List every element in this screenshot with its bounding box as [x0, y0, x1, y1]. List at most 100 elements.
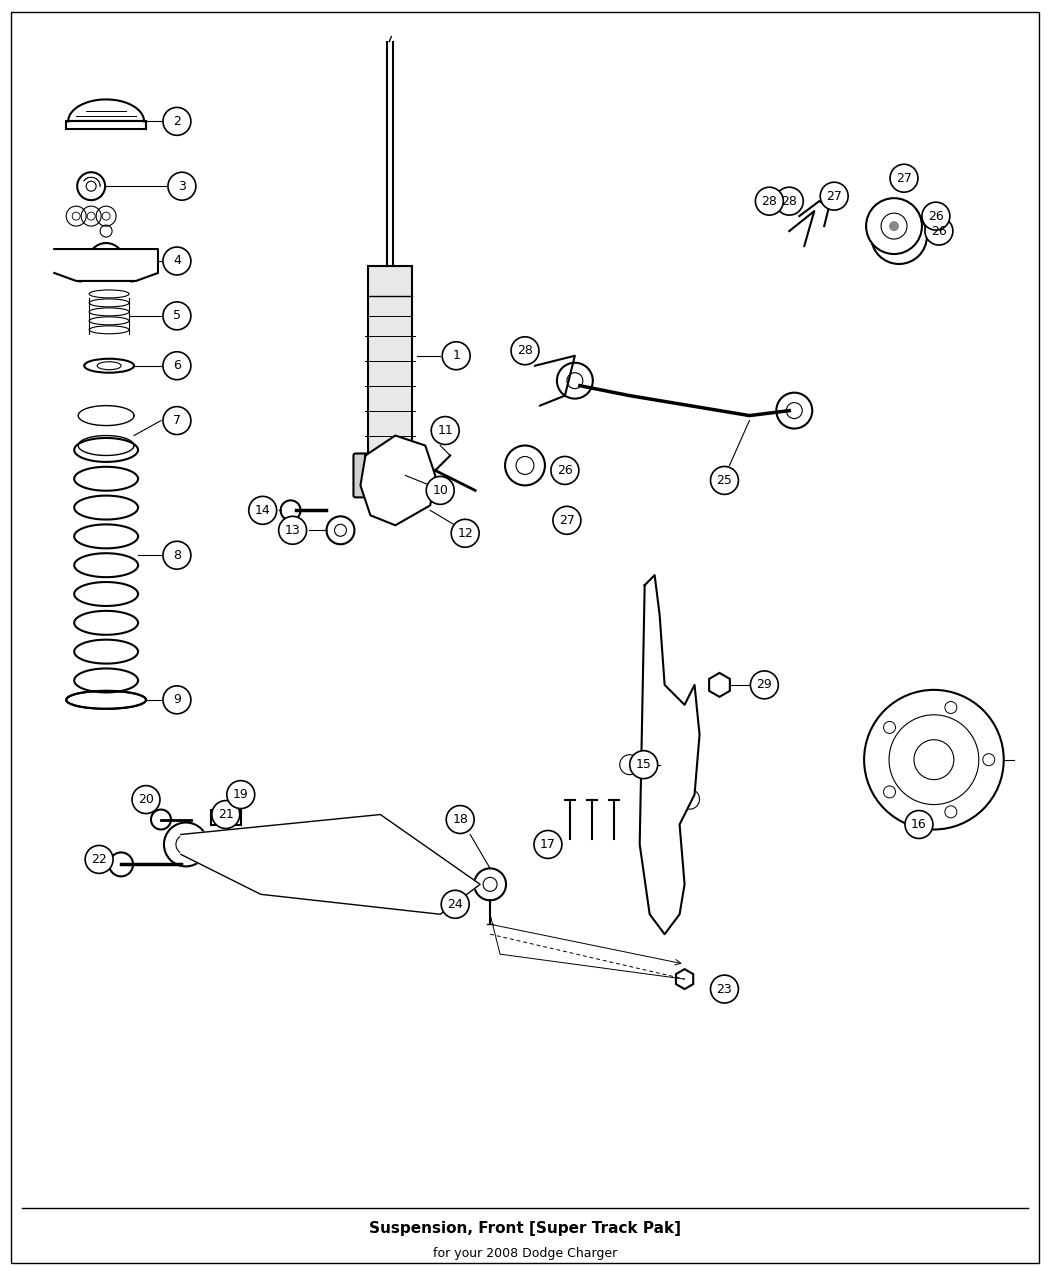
Bar [66, 121, 146, 129]
Circle shape [163, 686, 191, 714]
Circle shape [432, 417, 459, 445]
Text: 28: 28 [761, 195, 777, 208]
Circle shape [109, 853, 133, 876]
Circle shape [442, 342, 470, 370]
Circle shape [556, 362, 593, 399]
Text: 24: 24 [447, 898, 463, 910]
Circle shape [553, 506, 581, 534]
Circle shape [163, 302, 191, 330]
Bar [369, 266, 413, 455]
Circle shape [227, 780, 255, 808]
Text: 17: 17 [540, 838, 555, 850]
Text: 8: 8 [173, 548, 181, 562]
Polygon shape [360, 436, 436, 525]
Circle shape [925, 217, 952, 245]
Text: 29: 29 [756, 678, 772, 691]
Text: 14: 14 [255, 504, 271, 516]
Circle shape [534, 830, 562, 858]
Text: 16: 16 [911, 819, 927, 831]
Text: 19: 19 [233, 788, 249, 801]
Polygon shape [709, 673, 730, 697]
Text: 3: 3 [177, 180, 186, 193]
Circle shape [889, 221, 899, 231]
Text: 13: 13 [285, 524, 300, 537]
Circle shape [475, 868, 506, 900]
Text: 9: 9 [173, 694, 181, 706]
Circle shape [163, 247, 191, 275]
Text: 10: 10 [433, 484, 448, 497]
Circle shape [820, 182, 848, 210]
Circle shape [168, 172, 196, 200]
Circle shape [163, 407, 191, 435]
Text: 26: 26 [928, 209, 944, 223]
Text: 15: 15 [635, 759, 652, 771]
Circle shape [905, 811, 932, 839]
FancyBboxPatch shape [354, 454, 427, 497]
Text: for your 2008 Dodge Charger: for your 2008 Dodge Charger [433, 1247, 617, 1260]
Text: Suspension, Front [Super Track Pak]: Suspension, Front [Super Track Pak] [369, 1221, 681, 1235]
Circle shape [163, 352, 191, 380]
Circle shape [163, 542, 191, 569]
Polygon shape [55, 249, 158, 280]
Circle shape [164, 822, 208, 867]
Text: 22: 22 [91, 853, 107, 866]
Circle shape [511, 337, 539, 365]
Text: 2: 2 [173, 115, 181, 128]
Circle shape [711, 467, 738, 495]
Text: 27: 27 [559, 514, 574, 527]
Circle shape [679, 720, 699, 739]
Text: 5: 5 [173, 310, 181, 323]
Circle shape [452, 519, 479, 547]
Circle shape [922, 203, 950, 229]
Circle shape [866, 198, 922, 254]
Circle shape [85, 845, 113, 873]
Text: 27: 27 [896, 172, 912, 185]
Text: 26: 26 [931, 224, 947, 237]
Circle shape [894, 231, 904, 241]
Text: 7: 7 [173, 414, 181, 427]
Circle shape [278, 516, 307, 544]
Circle shape [864, 690, 1004, 830]
Text: 28: 28 [781, 195, 797, 208]
Polygon shape [676, 969, 693, 989]
Circle shape [505, 445, 545, 486]
Text: 26: 26 [556, 464, 572, 477]
Circle shape [327, 516, 355, 544]
Text: 4: 4 [173, 255, 181, 268]
Text: 25: 25 [716, 474, 733, 487]
Ellipse shape [66, 691, 146, 709]
Polygon shape [181, 815, 480, 914]
Circle shape [755, 187, 783, 215]
Circle shape [280, 500, 300, 520]
Text: 11: 11 [438, 425, 454, 437]
Circle shape [249, 496, 276, 524]
Circle shape [711, 975, 738, 1003]
Circle shape [163, 107, 191, 135]
Text: 28: 28 [517, 344, 533, 357]
Circle shape [411, 854, 450, 894]
Text: 20: 20 [138, 793, 154, 806]
Text: 27: 27 [826, 190, 842, 203]
Text: 21: 21 [218, 808, 234, 821]
Circle shape [914, 740, 953, 779]
Circle shape [426, 477, 455, 505]
Circle shape [630, 751, 657, 779]
Circle shape [620, 755, 639, 775]
Circle shape [151, 810, 171, 830]
Circle shape [551, 456, 579, 484]
Circle shape [872, 208, 927, 264]
Text: 23: 23 [716, 983, 732, 996]
Circle shape [776, 393, 813, 428]
Circle shape [132, 785, 160, 813]
Text: 6: 6 [173, 360, 181, 372]
Text: 12: 12 [458, 527, 474, 539]
Circle shape [775, 187, 803, 215]
Text: 1: 1 [453, 349, 460, 362]
Circle shape [751, 671, 778, 699]
Circle shape [441, 890, 469, 918]
Circle shape [446, 806, 475, 834]
Circle shape [890, 164, 918, 193]
Circle shape [679, 789, 699, 810]
Text: 18: 18 [453, 813, 468, 826]
Polygon shape [639, 575, 699, 935]
